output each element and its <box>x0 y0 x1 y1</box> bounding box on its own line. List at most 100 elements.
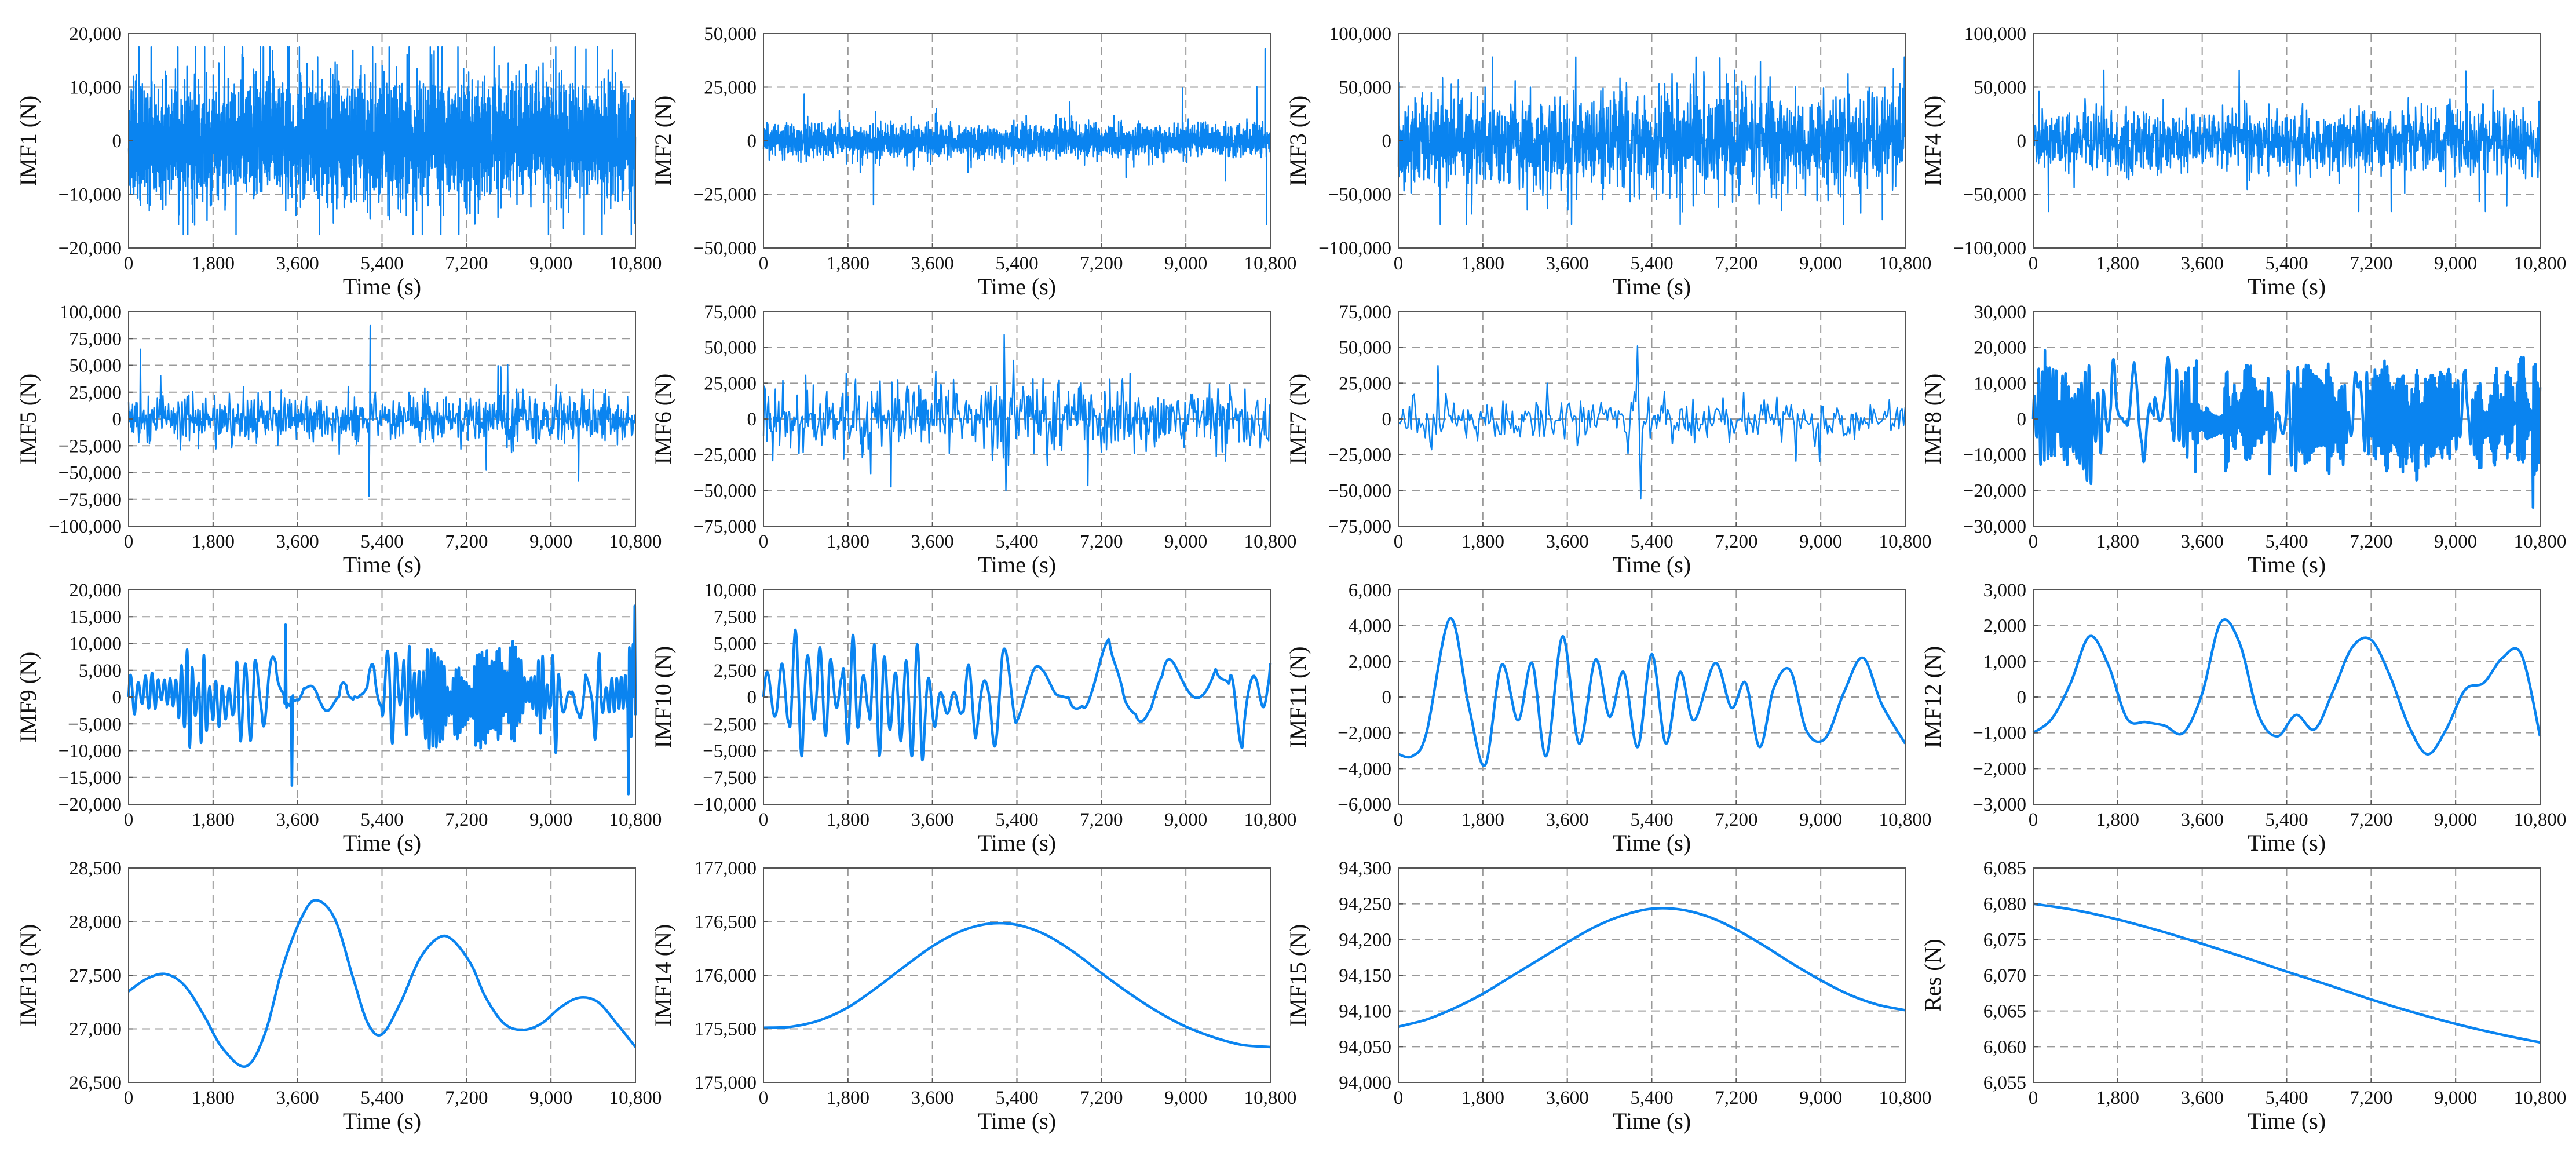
panel-5-ytick-label: −25,000 <box>59 436 122 457</box>
panel-13-ytick-label: 28,500 <box>69 858 122 879</box>
panel-5-ytick-label: 100,000 <box>60 302 122 323</box>
panel-12-series-line <box>2032 618 2542 756</box>
panel-3-ytick-label: −50,000 <box>1328 185 1391 206</box>
panel-3-ylabel: IMF3 (N) <box>1285 96 1311 187</box>
panel-12-xtick-label: 0 <box>2029 809 2038 830</box>
panel-6-ytick-label: −25,000 <box>693 445 757 466</box>
panel-7-xtick-label: 3,600 <box>1546 531 1589 552</box>
panel-8-ylabel: IMF8 (N) <box>1920 374 1946 465</box>
panel-10-xtick-label: 9,000 <box>1164 809 1207 830</box>
panel-2-xtick-label: 1,800 <box>827 253 869 274</box>
panel-8-xtick-label: 3,600 <box>2181 531 2224 552</box>
panel-3-xtick-label: 5,400 <box>1630 253 1673 274</box>
panel-2-xlabel: Time (s) <box>978 273 1056 300</box>
panel-1-xlabel: Time (s) <box>343 273 421 300</box>
panel-15-xtick-label: 3,600 <box>1546 1088 1589 1108</box>
panel-5-xtick-label: 10,800 <box>609 531 662 552</box>
panel-10-xtick-label: 5,400 <box>995 809 1038 830</box>
panel-6-ytick-label: 50,000 <box>704 338 757 359</box>
panel-14-xtick-label: 1,800 <box>827 1088 869 1108</box>
panel-11-ytick-label: 6,000 <box>1349 580 1391 601</box>
panel-15-xlabel: Time (s) <box>1613 1108 1691 1134</box>
panel-5-ytick-label: 0 <box>112 409 122 430</box>
panel-5-xtick-label: 7,200 <box>445 531 488 552</box>
panel-1-xtick-label: 10,800 <box>609 253 662 274</box>
panel-6-ytick-label: 0 <box>747 409 757 430</box>
panel-16-ytick-label: 6,075 <box>1983 929 2026 950</box>
panel-13-xlabel: Time (s) <box>343 1108 421 1134</box>
panel-12-xtick-label: 1,800 <box>2096 809 2139 830</box>
panel-12-ytick-label: −2,000 <box>1972 758 2026 779</box>
panel-15-series-line <box>1398 907 1906 1028</box>
panel-9-ytick-label: −10,000 <box>59 741 122 762</box>
panel-13-ytick-label: 27,000 <box>69 1019 122 1040</box>
panel-6-ytick-label: −50,000 <box>693 480 757 501</box>
panel-2-ytick-label: −25,000 <box>693 185 757 206</box>
panel-4-xtick-label: 7,200 <box>2350 253 2392 274</box>
panel-1-ytick-label: 20,000 <box>69 24 122 45</box>
panel-11-xtick-label: 7,200 <box>1715 809 1757 830</box>
panel-14-xtick-label: 0 <box>759 1088 769 1108</box>
panel-9-ytick-label: 0 <box>112 687 122 708</box>
panel-8-xtick-label: 0 <box>2029 531 2038 552</box>
panel-16-xtick-label: 5,400 <box>2265 1088 2308 1108</box>
panel-14-xtick-label: 3,600 <box>911 1088 954 1108</box>
panel-12-ytick-label: 0 <box>2017 687 2027 708</box>
panel-3-xtick-label: 0 <box>1394 253 1404 274</box>
panel-3-xtick-label: 10,800 <box>1879 253 1932 274</box>
panel-8: 0 1,800 3,600 5,400 7,200 9,000 10,800 −30,000 −… <box>1920 302 2566 578</box>
panel-4-xlabel: Time (s) <box>2248 273 2326 300</box>
panel-6-ytick-label: 25,000 <box>704 373 757 394</box>
panel-7-ytick-label: 50,000 <box>1339 338 1391 359</box>
panel-4-xtick-label: 10,800 <box>2514 253 2567 274</box>
panel-7: 0 1,800 3,600 5,400 7,200 9,000 10,800 −75,000 −… <box>1285 302 1931 578</box>
panel-4-xtick-label: 0 <box>2029 253 2038 274</box>
panel-8-series-line <box>2031 349 2542 509</box>
panel-11-xtick-label: 5,400 <box>1630 809 1673 830</box>
panel-15-ytick-label: 94,250 <box>1339 894 1391 915</box>
panel-7-ylabel: IMF7 (N) <box>1285 374 1311 465</box>
panel-2: 0 1,800 3,600 5,400 7,200 9,000 10,800 −50,000 −… <box>650 24 1296 300</box>
panel-16: 0 1,800 3,600 5,400 7,200 9,000 10,800 6,055 6,0… <box>1920 858 2566 1134</box>
panel-2-xtick-label: 3,600 <box>911 253 954 274</box>
panel-16-ylabel: Res (N) <box>1920 939 1946 1012</box>
panel-10-ytick-label: 7,500 <box>714 607 757 628</box>
panel-5-xtick-label: 1,800 <box>192 531 235 552</box>
panel-13-ytick-label: 28,000 <box>69 912 122 933</box>
panel-4-ytick-label: −100,000 <box>1953 238 2026 259</box>
panel-13-xtick-label: 10,800 <box>609 1088 662 1108</box>
panel-3-xtick-label: 9,000 <box>1799 253 1842 274</box>
panel-9-ytick-label: 5,000 <box>79 661 122 681</box>
panel-16-xtick-label: 10,800 <box>2514 1088 2567 1108</box>
panel-16-xtick-label: 1,800 <box>2096 1088 2139 1108</box>
panel-6-xtick-label: 0 <box>759 531 769 552</box>
panel-5-xtick-label: 9,000 <box>529 531 572 552</box>
panel-15-xtick-label: 1,800 <box>1461 1088 1504 1108</box>
panel-4-ytick-label: 50,000 <box>1974 78 2026 99</box>
panel-11-xtick-label: 3,600 <box>1546 809 1589 830</box>
panel-4: 0 1,800 3,600 5,400 7,200 9,000 10,800 −100,000… <box>1920 24 2566 300</box>
panel-5-xlabel: Time (s) <box>343 552 421 578</box>
panel-8-ytick-label: 0 <box>2017 409 2027 430</box>
panel-13-series-line <box>127 899 637 1068</box>
panel-12-ytick-label: −3,000 <box>1972 794 2026 815</box>
panel-5-ytick-label: 75,000 <box>69 329 122 349</box>
panel-5-ytick-label: −75,000 <box>59 490 122 510</box>
panel-1-xtick-label: 9,000 <box>529 253 572 274</box>
panel-4-xtick-label: 9,000 <box>2434 253 2477 274</box>
panel-11-xtick-label: 10,800 <box>1879 809 1932 830</box>
panel-8-ytick-label: 30,000 <box>1974 302 2026 323</box>
panel-8-ytick-label: −20,000 <box>1963 480 2026 501</box>
panel-15-xtick-label: 7,200 <box>1715 1088 1757 1108</box>
panel-9-xtick-label: 9,000 <box>529 809 572 830</box>
panel-13-ytick-label: 26,500 <box>69 1073 122 1093</box>
panel-1-ylabel: IMF1 (N) <box>15 96 41 187</box>
panel-11-ytick-label: 0 <box>1382 687 1392 708</box>
panel-2-xtick-label: 7,200 <box>1080 253 1123 274</box>
panel-14-xtick-label: 7,200 <box>1080 1088 1123 1108</box>
panel-7-ytick-label: 75,000 <box>1339 302 1391 323</box>
panel-9-ytick-label: 10,000 <box>69 634 122 655</box>
panel-4-xtick-label: 1,800 <box>2096 253 2139 274</box>
panel-10-ytick-label: 2,500 <box>714 661 757 681</box>
panel-11-xtick-label: 9,000 <box>1799 809 1842 830</box>
